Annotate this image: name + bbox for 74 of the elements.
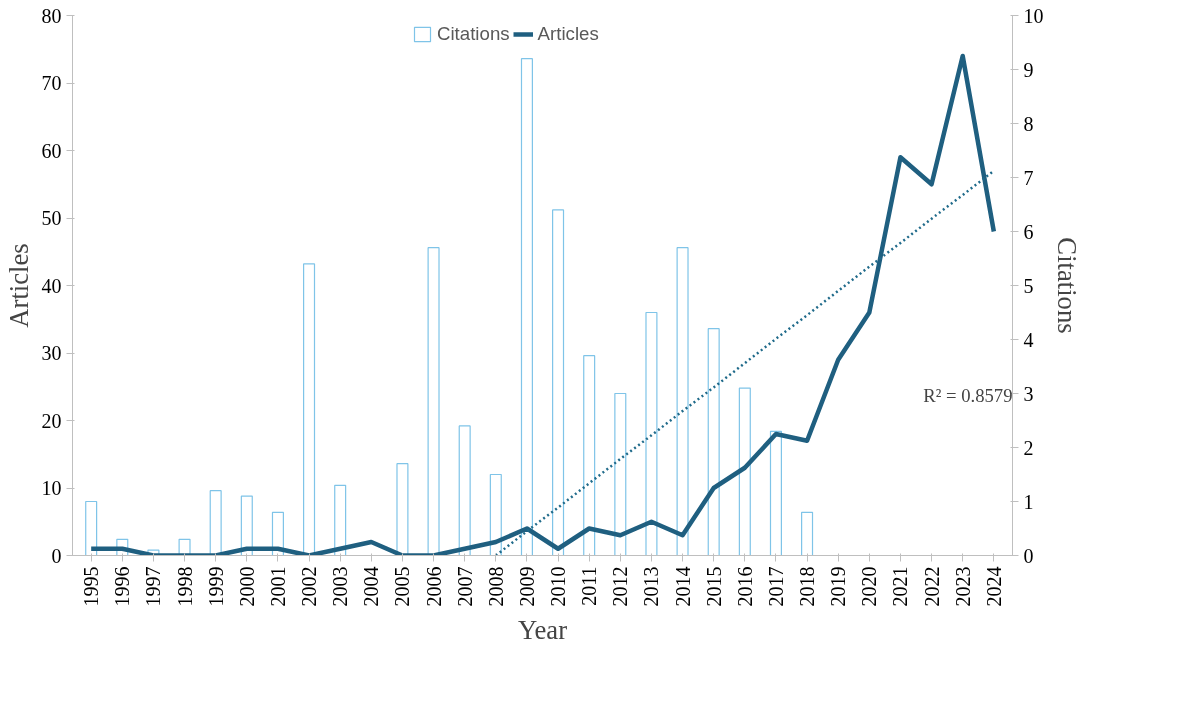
- x-tick-label: 2006: [422, 566, 445, 607]
- x-tick-label: 2023: [951, 566, 974, 607]
- bar: [614, 392, 627, 556]
- x-tick-label: 2001: [266, 566, 289, 607]
- y2-tick-label: 6: [1023, 220, 1034, 243]
- bar: [458, 425, 471, 556]
- y2-tick-label: 5: [1023, 274, 1034, 297]
- x-tick-label: 2003: [329, 566, 352, 607]
- legend-label: Articles: [537, 23, 599, 45]
- y-tick-label: 0: [51, 544, 62, 567]
- x-tick-label: 2011: [578, 566, 601, 606]
- y2-axis-title: Citations: [1051, 237, 1082, 334]
- x-tick-label: 2007: [453, 566, 476, 607]
- x-tick-label: 2015: [702, 566, 725, 607]
- bar: [209, 490, 222, 556]
- bar: [396, 463, 409, 556]
- x-tick-label: 2004: [360, 566, 383, 607]
- y2-tick-label: 3: [1023, 382, 1034, 405]
- x-tick-label: 2024: [982, 566, 1005, 607]
- bar: [427, 247, 440, 556]
- annotation: R² = 0.8579: [923, 384, 1013, 406]
- y2-tick-label: 4: [1023, 328, 1034, 351]
- bar: [240, 495, 253, 556]
- y2-tick-label: 7: [1023, 166, 1034, 189]
- bar: [676, 247, 689, 556]
- y-tick-label: 40: [41, 274, 62, 297]
- y2-tick-label: 2: [1023, 436, 1034, 459]
- x-tick-label: 2010: [547, 566, 570, 607]
- y-tick-label: 10: [41, 477, 62, 499]
- y2-tick-label: 9: [1023, 58, 1034, 81]
- x-tick-label: 1996: [111, 566, 134, 607]
- x-tick-label: 2005: [391, 566, 414, 607]
- y2-tick-label: 8: [1023, 112, 1034, 135]
- legend-label: Citations: [437, 23, 510, 45]
- x-tick-label: 1995: [80, 566, 103, 607]
- x-tick-label: 2013: [640, 566, 663, 607]
- x-tick-label: 2017: [764, 566, 787, 607]
- bar: [85, 500, 98, 556]
- y-tick-label: 50: [41, 207, 62, 229]
- x-axis-title: Year: [517, 614, 568, 645]
- x-tick-label: 2002: [298, 566, 321, 607]
- bar: [489, 473, 502, 556]
- y-tick-label: 20: [41, 409, 62, 432]
- y2-tick-label: 10: [1023, 4, 1044, 27]
- x-tick-label: 2018: [796, 566, 819, 607]
- y-tick-label: 80: [41, 4, 62, 27]
- bar: [769, 430, 782, 556]
- x-tick-label: 2009: [515, 566, 538, 607]
- bar: [738, 387, 751, 556]
- x-tick-label: 1997: [142, 566, 165, 607]
- bar: [334, 484, 347, 556]
- y-tick-label: 70: [41, 72, 62, 94]
- y2-tick-label: 1: [1023, 490, 1034, 513]
- y-axis-title: Articles: [3, 243, 34, 328]
- x-tick-label: 2020: [858, 566, 881, 607]
- x-tick-label: 2021: [889, 566, 912, 607]
- x-tick-label: 2008: [484, 566, 507, 607]
- bar: [801, 511, 814, 556]
- x-tick-label: 1999: [204, 566, 227, 607]
- x-tick-label: 1998: [173, 566, 196, 607]
- x-tick-label: 2019: [827, 566, 850, 607]
- y2-tick-label: 0: [1023, 544, 1034, 567]
- bar: [583, 355, 596, 556]
- bar: [552, 209, 565, 556]
- y-tick-label: 60: [41, 139, 62, 162]
- x-tick-label: 2012: [609, 566, 632, 607]
- x-tick-label: 2014: [671, 566, 694, 607]
- bar: [645, 311, 658, 556]
- x-tick-label: 2022: [920, 566, 943, 607]
- y-tick-label: 30: [41, 342, 62, 364]
- bar: [707, 328, 720, 556]
- x-tick-label: 2016: [733, 566, 756, 607]
- bar: [520, 58, 533, 556]
- x-tick-label: 2000: [235, 566, 258, 607]
